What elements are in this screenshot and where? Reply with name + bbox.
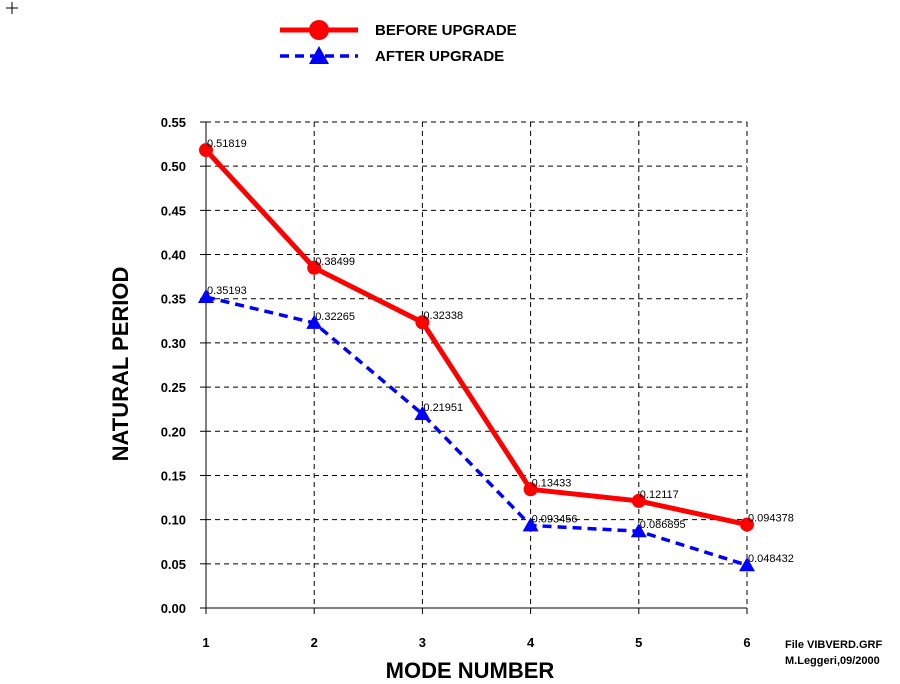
y-tick-label: 0.10 xyxy=(161,513,186,528)
y-tick-label: 0.05 xyxy=(161,557,186,572)
after-upgrade-data-label: 0.048432 xyxy=(748,553,794,565)
after-upgrade-line xyxy=(205,295,748,567)
before-upgrade-point xyxy=(740,517,754,532)
x-tick-label: 5 xyxy=(635,635,642,650)
before-upgrade-data-label: 0.38499 xyxy=(315,256,355,268)
legend-label: AFTER UPGRADE xyxy=(375,48,504,65)
footnote-file: File VIBVERD.GRF xyxy=(785,639,882,651)
before-upgrade-data-label: 0.13433 xyxy=(532,477,572,489)
x-tick-label: 2 xyxy=(311,635,318,650)
legend-triangle-marker xyxy=(309,46,329,64)
after-upgrade-point xyxy=(739,557,755,572)
y-tick-label: 0.45 xyxy=(161,203,186,218)
x-axis-title: MODE NUMBER xyxy=(386,658,555,683)
after-upgrade-point xyxy=(414,406,431,421)
crosshair-icon xyxy=(6,2,18,14)
y-tick-label: 0.30 xyxy=(161,336,186,351)
legend-circle-marker xyxy=(309,20,329,40)
x-tick-label: 3 xyxy=(419,635,426,650)
y-tick-label: 0.00 xyxy=(161,601,186,616)
y-tick-label: 0.15 xyxy=(161,468,186,483)
y-tick-label: 0.25 xyxy=(161,380,186,395)
before-upgrade-data-label: 0.094378 xyxy=(748,513,794,525)
legend: BEFORE UPGRADE AFTER UPGRADE xyxy=(280,20,517,65)
y-tick-label: 0.20 xyxy=(161,424,186,439)
before-upgrade-point xyxy=(523,482,538,497)
before-upgrade-point xyxy=(631,493,646,508)
y-tick-label: 0.55 xyxy=(161,115,186,130)
after-upgrade-data-label: 0.35193 xyxy=(207,285,247,297)
before-upgrade-data-label: 0.32338 xyxy=(423,310,463,322)
after-upgrade-point xyxy=(198,289,214,304)
footnote-author: M.Leggeri,09/2000 xyxy=(785,655,880,667)
y-tick-label: 0.40 xyxy=(161,248,186,263)
before-upgrade-line xyxy=(204,148,748,528)
axes: 0.00 0.05 0.10 0.15 0.20 0.25 0.30 0.35 0.40 0.45… xyxy=(161,115,751,650)
legend-label: BEFORE UPGRADE xyxy=(375,22,517,39)
after-upgrade-data-label: 0.32265 xyxy=(315,311,355,323)
after-upgrade-data-label: 0.086895 xyxy=(640,519,686,531)
data-labels: 0.51819 0.38499 0.32338 0.13433 0.12117 0.094… xyxy=(207,138,794,565)
y-axis-title: NATURAL PERIOD xyxy=(108,267,133,462)
before-upgrade-point xyxy=(307,260,322,275)
before-upgrade-data-label: 0.12117 xyxy=(640,489,679,501)
x-tick-label: 6 xyxy=(743,635,750,650)
x-tick-label: 1 xyxy=(202,635,209,650)
before-upgrade-point xyxy=(415,315,430,330)
after-upgrade-data-label: 0.21951 xyxy=(423,402,463,414)
before-upgrade-point xyxy=(199,143,213,158)
y-tick-label: 0.35 xyxy=(161,292,186,307)
after-upgrade-data-label: 0.093456 xyxy=(532,513,578,525)
y-tick-label: 0.50 xyxy=(161,159,186,174)
x-tick-label: 4 xyxy=(527,635,535,650)
after-upgrade-point xyxy=(522,517,539,532)
after-upgrade-point xyxy=(306,314,323,329)
after-upgrade-point xyxy=(630,523,647,538)
series xyxy=(198,143,755,572)
before-upgrade-data-label: 0.51819 xyxy=(207,138,247,150)
grid xyxy=(206,121,748,608)
